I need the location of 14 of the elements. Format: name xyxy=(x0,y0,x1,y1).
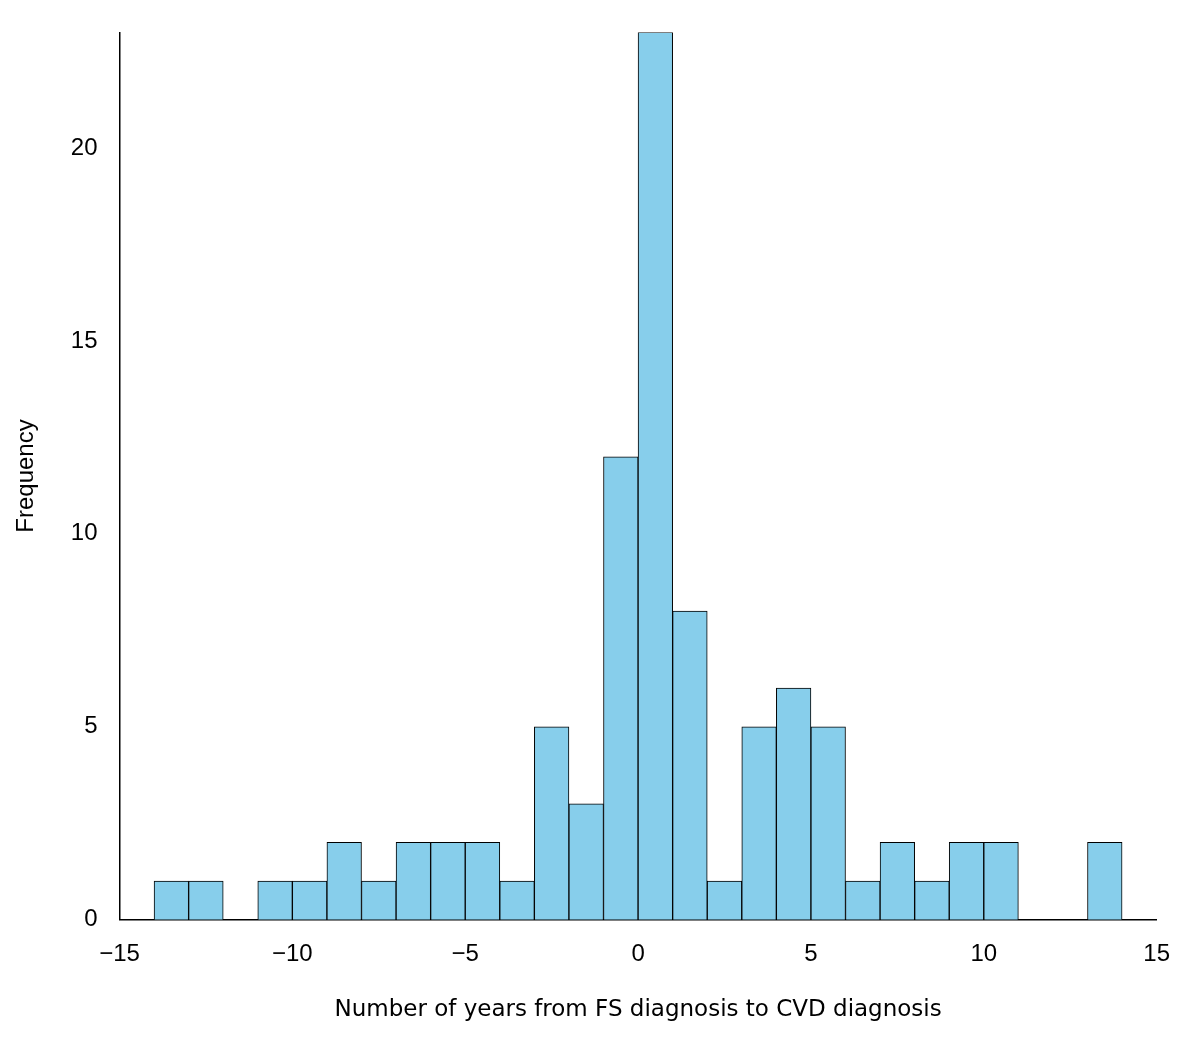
x-tick-label: −15 xyxy=(99,938,140,966)
y-tick-label: 10 xyxy=(70,518,98,546)
x-tick-label: 10 xyxy=(970,938,998,966)
x-tick-label: 15 xyxy=(1143,938,1170,966)
x-tick-label: −5 xyxy=(451,938,479,966)
y-tick-label: 15 xyxy=(70,325,98,353)
y-tick-label: 0 xyxy=(84,904,98,932)
x-tick-label: −10 xyxy=(272,938,313,966)
x-axis-title: Number of years from FS diagnosis to CVD diagnosis xyxy=(334,995,942,1022)
x-tick-label: 5 xyxy=(804,938,818,966)
y-axis-title: Frequency xyxy=(11,419,39,533)
y-tick-label: 5 xyxy=(84,711,98,739)
x-tick-label: 0 xyxy=(631,938,645,966)
y-tick-label: 20 xyxy=(70,132,98,160)
